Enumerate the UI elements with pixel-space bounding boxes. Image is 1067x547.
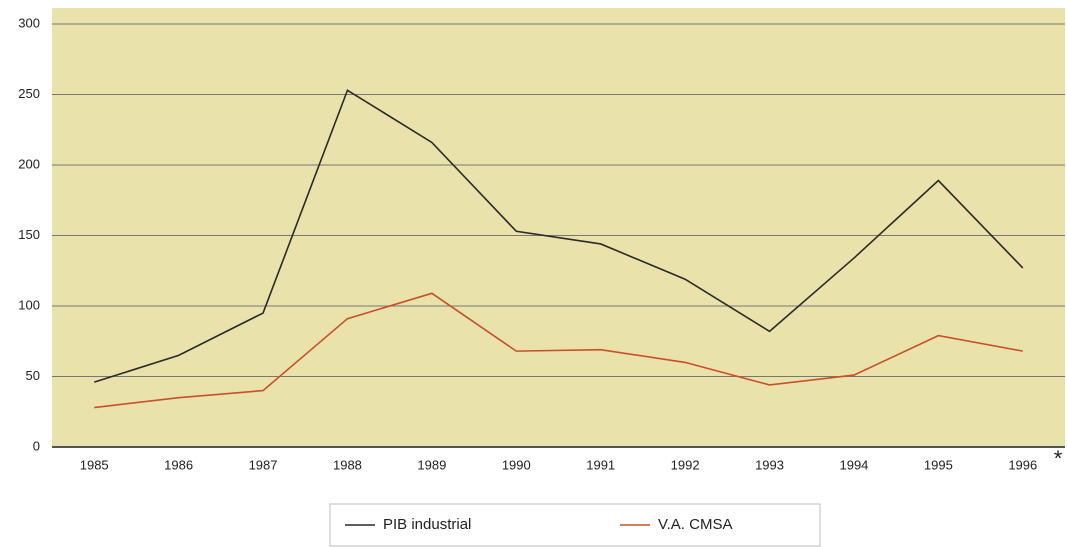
y-tick-label: 0 xyxy=(33,438,40,453)
x-tick-label: 1996 xyxy=(1008,457,1037,472)
x-tick-label: 1987 xyxy=(249,457,278,472)
x-tick-label: 1994 xyxy=(839,457,868,472)
x-tick-label: 1988 xyxy=(333,457,362,472)
x-tick-label: 1991 xyxy=(586,457,615,472)
legend-label: PIB industrial xyxy=(383,516,471,533)
x-tick-label: 1990 xyxy=(502,457,531,472)
annotation: * xyxy=(1054,446,1063,471)
x-tick-label: 1992 xyxy=(671,457,700,472)
x-tick-label: 1985 xyxy=(80,457,109,472)
x-tick-label: 1993 xyxy=(755,457,784,472)
y-tick-label: 150 xyxy=(18,227,40,242)
series-line xyxy=(94,292,1023,409)
legend-box xyxy=(329,503,821,547)
y-tick-label: 300 xyxy=(18,15,40,30)
y-tick-label: 100 xyxy=(18,297,40,312)
y-tick-label: 50 xyxy=(26,368,40,383)
series-line xyxy=(93,89,1024,383)
x-tick-label: 1986 xyxy=(164,457,193,472)
x-tick-label: 1995 xyxy=(924,457,953,472)
y-tick-label: 200 xyxy=(18,156,40,171)
legend-label: V.A. CMSA xyxy=(658,516,732,533)
x-tick-label: 1989 xyxy=(417,457,446,472)
plot-area xyxy=(52,8,1065,447)
y-tick-label: 250 xyxy=(18,86,40,101)
